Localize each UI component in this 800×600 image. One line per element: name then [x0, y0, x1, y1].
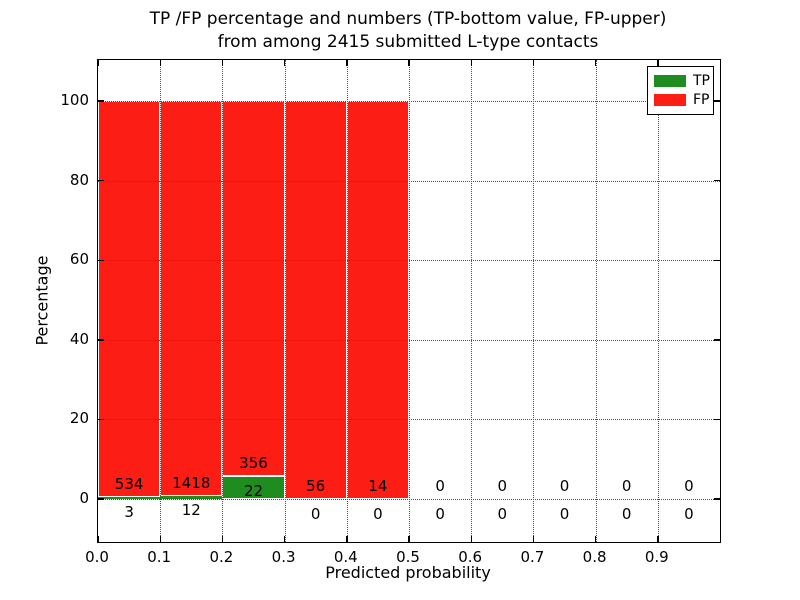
tp-count-label-0.4-0.5: 0 — [373, 504, 383, 523]
fp-count-label-0.3-0.4: 56 — [306, 477, 326, 496]
gridline-vertical-0.2 — [222, 60, 224, 542]
gridline-vertical-0.3 — [284, 60, 286, 542]
ytick-left-100 — [98, 100, 104, 102]
ytick-left-20 — [98, 418, 104, 421]
xtick-bottom-0 — [97, 536, 99, 542]
ytick-right-40 — [714, 339, 720, 341]
fp-count-label-0.7-0.8: 0 — [559, 477, 570, 496]
xtick-top-0.4 — [346, 60, 348, 66]
xtick-bottom-0.9 — [657, 536, 659, 542]
ytick-right-80 — [714, 179, 720, 182]
ytick-label-40: 40 — [69, 329, 89, 348]
legend-entry-TP: TP — [654, 72, 710, 89]
tp-count-label-0.3-0.4: 0 — [310, 504, 321, 523]
fp-count-label-0.6-0.7: 0 — [497, 477, 508, 496]
xtick-bottom-0.7 — [532, 536, 535, 542]
gridline-vertical-0.8 — [595, 60, 597, 542]
ytick-right-0 — [714, 498, 720, 500]
ytick-right-60 — [714, 259, 720, 261]
xtick-bottom-0.5 — [408, 536, 410, 542]
xtick-top-0.3 — [283, 60, 286, 66]
x-axis-label: Predicted probability — [325, 563, 491, 582]
fp-count-label-0.9-1.0: 0 — [684, 477, 694, 496]
bar-tp-0.1-0.2 — [160, 495, 223, 499]
xtick-label-0.7: 0.7 — [520, 548, 545, 566]
xtick-top-0.1 — [159, 60, 161, 66]
xtick-bottom-0.2 — [221, 536, 224, 542]
ytick-label-60: 60 — [69, 250, 89, 269]
ytick-left-80 — [98, 179, 104, 182]
xtick-top-0 — [97, 60, 99, 66]
ytick-label-100: 100 — [60, 91, 89, 109]
gridline-vertical-0.7 — [533, 60, 535, 542]
gridline-vertical-0.6 — [471, 60, 473, 542]
tp-count-label-0.2-0.3: 22 — [243, 481, 264, 500]
ytick-left-60 — [98, 259, 104, 261]
fp-count-label-0.5-0.6: 0 — [435, 477, 445, 496]
xtick-bottom-0.3 — [283, 536, 286, 542]
legend-swatch-FP — [654, 94, 686, 107]
xtick-label-0.4: 0.4 — [333, 548, 358, 566]
tp-count-label-0.9-1.0: 0 — [684, 504, 694, 523]
fp-count-label-0.8-0.9: 0 — [621, 477, 632, 496]
tp-count-label-0.7-0.8: 0 — [559, 504, 570, 523]
tp-count-label-0.0-0.1: 3 — [124, 502, 134, 521]
xtick-top-0.8 — [594, 60, 597, 66]
gridline-vertical-0.1 — [160, 60, 162, 542]
xtick-label-0.3: 0.3 — [271, 548, 296, 566]
bar-fp-0.4-0.5 — [346, 101, 409, 499]
plot-area: 534 3 1418 12 356 22 56 0 14 0 0 0 0 0 0 0 0 0 0 0 TP FP — [97, 59, 721, 543]
xtick-bottom-0.8 — [594, 536, 597, 542]
bar-fp-0.3-0.4 — [284, 101, 347, 499]
legend: TP FP — [647, 66, 714, 115]
xtick-top-0.7 — [532, 60, 535, 66]
tp-count-label-0.1-0.2: 12 — [181, 501, 201, 520]
xtick-top-0.5 — [408, 60, 410, 66]
legend-label-TP: TP — [693, 72, 710, 89]
ytick-label-20: 20 — [69, 409, 89, 428]
legend-swatch-TP — [654, 74, 686, 87]
chart-title-line1: TP /FP percentage and numbers (TP-bottom… — [149, 9, 667, 29]
tp-count-label-0.5-0.6: 0 — [435, 504, 445, 523]
fp-count-label-0.2-0.3: 356 — [239, 454, 268, 473]
ytick-label-80: 80 — [69, 170, 89, 189]
fp-count-label-0.0-0.1: 534 — [114, 475, 144, 493]
xtick-top-0.6 — [470, 60, 472, 66]
xtick-label-0.8: 0.8 — [582, 548, 607, 566]
gridline-vertical-0.5 — [409, 60, 410, 542]
chart-title: TP /FP percentage and numbers (TP-bottom… — [97, 8, 719, 54]
fp-count-label-0.4-0.5: 14 — [368, 477, 388, 496]
ytick-right-20 — [714, 418, 720, 421]
xtick-label-0.6: 0.6 — [458, 548, 483, 566]
xtick-top-0.2 — [221, 60, 224, 66]
ytick-label-0: 0 — [79, 489, 89, 507]
xtick-label-0.5: 0.5 — [396, 548, 420, 566]
xtick-label-0.2: 0.2 — [209, 548, 234, 566]
ytick-left-0 — [98, 498, 104, 500]
xtick-bottom-0.1 — [159, 536, 161, 542]
xtick-bottom-0.6 — [470, 536, 472, 542]
bar-fp-0.0-0.1 — [98, 101, 161, 497]
xtick-top-0.9 — [657, 60, 659, 66]
ytick-left-40 — [98, 339, 104, 341]
tp-count-label-0.8-0.9: 0 — [621, 504, 632, 523]
legend-entry-FP: FP — [654, 92, 710, 109]
chart-title-line2: from among 2415 submitted L-type contact… — [217, 32, 599, 52]
xtick-label-0.0: 0.0 — [85, 548, 109, 566]
bar-fp-0.1-0.2 — [160, 101, 223, 496]
legend-label-FP: FP — [693, 92, 710, 109]
ytick-right-100 — [714, 100, 720, 102]
xtick-label-0.1: 0.1 — [147, 548, 172, 566]
bar-tp-0.0-0.1 — [98, 496, 161, 499]
gridline-vertical-0.9 — [657, 60, 659, 542]
gridline-vertical-0.4 — [346, 60, 348, 542]
xtick-bottom-0.4 — [346, 536, 348, 542]
tp-count-label-0.6-0.7: 0 — [497, 504, 508, 523]
fp-count-label-0.1-0.2: 1418 — [172, 473, 211, 492]
xtick-label-0.9: 0.9 — [644, 548, 669, 566]
